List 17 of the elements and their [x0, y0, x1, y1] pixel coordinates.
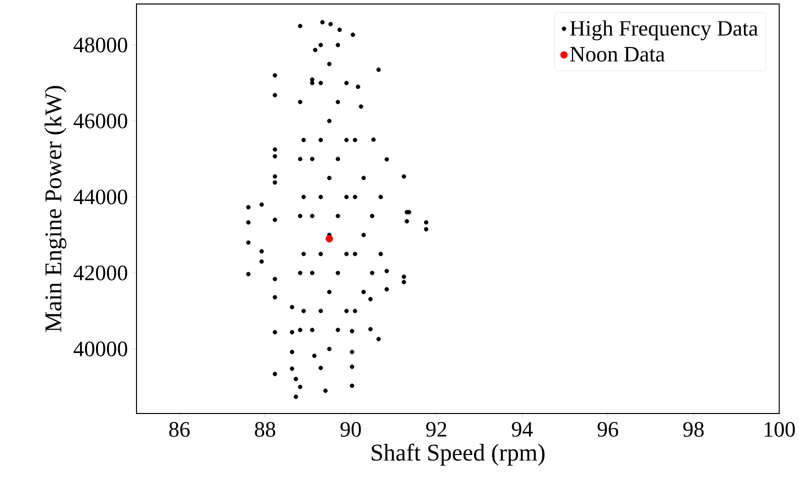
y-tick-label: 42000 — [74, 265, 128, 280]
x-tick-label: 98 — [683, 422, 704, 437]
y-tick-label: 46000 — [74, 113, 128, 128]
y-axis-title: Main Engine Power (kW) — [44, 86, 66, 332]
x-tick-label: 96 — [598, 422, 618, 437]
legend-label: High Frequency Data — [570, 20, 758, 40]
y-tick-label: 40000 — [74, 341, 128, 356]
x-tick-label: 94 — [512, 422, 533, 437]
x-tick-label: 100 — [764, 422, 795, 437]
x-tick-label: 88 — [254, 422, 276, 437]
y-tick-label: 48000 — [74, 38, 128, 52]
x-axis-title: Shaft Speed (rpm) — [372, 444, 544, 466]
x-tick-label: 86 — [169, 422, 190, 437]
x-tick-label: 90 — [340, 422, 361, 437]
y-tick-label: 44000 — [74, 189, 128, 204]
x-tick-label: 92 — [426, 422, 446, 437]
legend-label: Noon Data — [570, 46, 665, 62]
